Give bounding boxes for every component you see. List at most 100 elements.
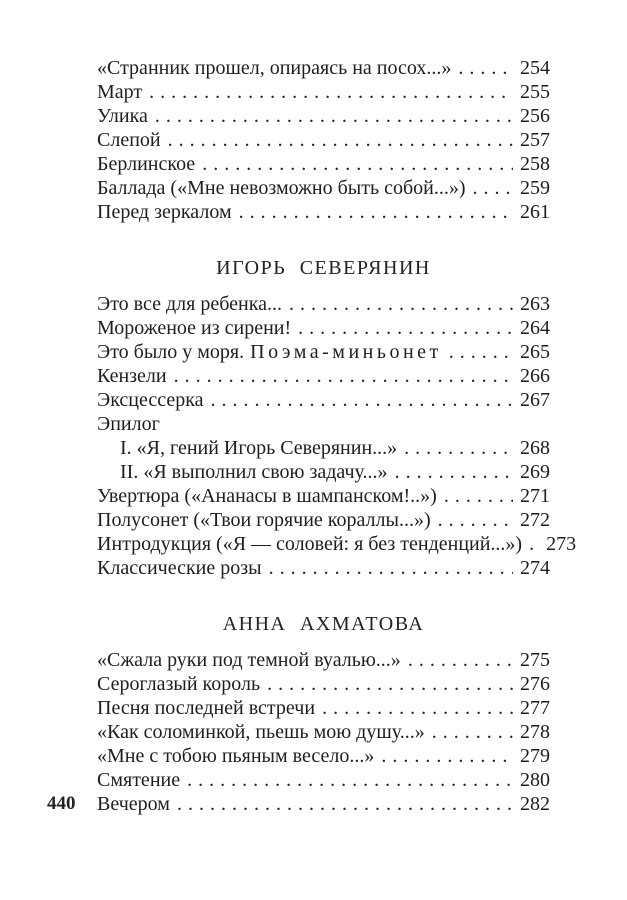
entry-page-number: 280 xyxy=(520,769,550,791)
entry-page-number: 267 xyxy=(520,389,550,411)
dot-leader xyxy=(267,672,513,696)
entry-page-number: 254 xyxy=(520,57,550,79)
entry-title: «Сжала руки под темной вуалью...» xyxy=(97,649,401,671)
entry-page-number: 259 xyxy=(520,177,550,199)
entry-title: Кензели xyxy=(97,365,167,387)
entry-title: Слепой xyxy=(97,129,161,151)
entry-page-number: 269 xyxy=(520,461,550,483)
toc-entry: Кензели 266 xyxy=(97,364,550,388)
entry-page-number: 266 xyxy=(520,365,550,387)
entry-title: Перед зеркалом xyxy=(97,201,232,223)
dot-leader xyxy=(404,436,513,460)
section-heading: ИГОРЬ СЕВЕРЯНИН xyxy=(216,257,431,279)
entry-title: Эксцессерка xyxy=(97,389,204,411)
entry-page-number: 258 xyxy=(520,153,550,175)
toc-entry: Полусонет («Твои горячие кораллы...») 272 xyxy=(97,508,550,532)
entry-title: Баллада («Мне невозможно быть собой...») xyxy=(97,177,466,199)
dot-leader xyxy=(381,744,513,768)
dot-leader xyxy=(432,720,513,744)
dot-leader xyxy=(438,508,513,532)
dot-leader xyxy=(149,80,513,104)
dot-leader xyxy=(174,364,513,388)
entry-title: Увертюра («Ананасы в шампанском!..») xyxy=(97,485,437,507)
entry-title: Это все для ребенка... xyxy=(97,293,283,315)
dot-leader xyxy=(289,292,513,316)
page-folio: 440 xyxy=(47,793,76,814)
entry-title: Песня последней встречи xyxy=(97,697,316,719)
dot-leader xyxy=(298,316,513,340)
dot-leader xyxy=(322,696,513,720)
dot-leader xyxy=(473,176,513,200)
entry-page-number: 268 xyxy=(520,437,550,459)
entry-title: Полусонет («Твои горячие кораллы...») xyxy=(97,509,431,531)
dot-leader xyxy=(211,388,513,412)
dot-leader xyxy=(395,460,513,484)
entry-title: «Странник прошел, опираясь на посох...» xyxy=(97,57,452,79)
toc-entry: Слепой 257 xyxy=(97,128,550,152)
dot-leader xyxy=(269,556,513,580)
entry-page-number: 256 xyxy=(520,105,550,127)
entry-page-number: 273 xyxy=(546,533,577,555)
entry-title: Мороженое из сирени! xyxy=(97,317,292,339)
entry-page-number: 265 xyxy=(520,341,550,363)
entry-title: Вечером xyxy=(97,793,170,815)
toc-entry: Это все для ребенка... 263 xyxy=(97,292,550,316)
entry-page-number: 261 xyxy=(520,201,550,223)
entry-title: Эпилог xyxy=(97,413,160,435)
entry-title: II. «Я выполнил свою задачу...» xyxy=(120,461,388,483)
toc-entry: Песня последней встречи 277 xyxy=(97,696,550,720)
toc-entry: Март 255 xyxy=(97,80,550,104)
entry-page-number: 277 xyxy=(520,697,550,719)
entry-title: I. «Я, гений Игорь Северянин...» xyxy=(120,437,398,459)
entry-page-number: 264 xyxy=(520,317,550,339)
entry-title: Март xyxy=(97,81,143,103)
toc-entry: Интродукция («Я — соловей: я без тенденц… xyxy=(97,532,576,556)
toc-entry: Вечером 282 xyxy=(97,792,550,816)
toc-entry: Смятение 280 xyxy=(97,768,550,792)
entry-title: Берлинское xyxy=(97,153,196,175)
dot-leader xyxy=(155,104,513,128)
toc-entry: Улика 256 xyxy=(97,104,550,128)
entry-page-number: 257 xyxy=(520,129,550,151)
dot-leader xyxy=(202,152,513,176)
entry-page-number: 278 xyxy=(520,721,550,743)
toc-entry: II. «Я выполнил свою задачу...» 269 xyxy=(97,460,550,484)
dot-leader xyxy=(168,128,513,152)
entry-page-number: 255 xyxy=(520,81,550,103)
entry-page-number: 282 xyxy=(520,793,550,815)
toc-entry: I. «Я, гений Игорь Северянин...» 268 xyxy=(97,436,550,460)
toc-entry: Увертюра («Ананасы в шампанском!..») 271 xyxy=(97,484,550,508)
entry-title: Интродукция («Я — соловей: я без тенденц… xyxy=(97,533,523,555)
toc-entry: Эксцессерка 267 xyxy=(97,388,550,412)
toc-entry: «Странник прошел, опираясь на посох...» 2… xyxy=(97,56,550,80)
entry-title: Сероглазый король xyxy=(97,673,261,695)
entry-title: Это было у моря. xyxy=(97,341,245,363)
toc-entry: Берлинское 258 xyxy=(97,152,550,176)
dot-leader xyxy=(444,484,513,508)
dot-leader xyxy=(408,648,513,672)
section-heading: АННА АХМАТОВА xyxy=(222,613,425,635)
dot-leader xyxy=(529,532,539,556)
toc-entry: Эпилог xyxy=(97,412,550,436)
entry-title: Улика xyxy=(97,105,148,127)
toc-entry: Мороженое из сирени! 264 xyxy=(97,316,550,340)
dot-leader xyxy=(177,792,513,816)
toc-entry: «Сжала руки под темной вуалью...» 275 xyxy=(97,648,550,672)
entry-page-number: 274 xyxy=(520,557,550,579)
toc-entry: «Как соломинкой, пьешь мою душу...» 278 xyxy=(97,720,550,744)
entry-page-number: 279 xyxy=(520,745,550,767)
entry-page-number: 271 xyxy=(520,485,550,507)
entry-title: «Мне с тобою пьяным весело...» xyxy=(97,745,375,767)
entry-page-number: 263 xyxy=(520,293,550,315)
dot-leader xyxy=(239,200,513,224)
toc-entry: Это было у моря.Поэма-миньонет 265 xyxy=(97,340,550,364)
entry-page-number: 276 xyxy=(520,673,550,695)
toc-entry: Баллада («Мне невозможно быть собой...»)… xyxy=(97,176,550,200)
entry-page-number: 272 xyxy=(520,509,550,531)
toc-entry: Перед зеркалом 261 xyxy=(97,200,550,224)
dot-leader xyxy=(458,56,513,80)
entry-page-number: 275 xyxy=(520,649,550,671)
toc-entry: Сероглазый король 276 xyxy=(97,672,550,696)
entry-title: Смятение xyxy=(97,769,181,791)
